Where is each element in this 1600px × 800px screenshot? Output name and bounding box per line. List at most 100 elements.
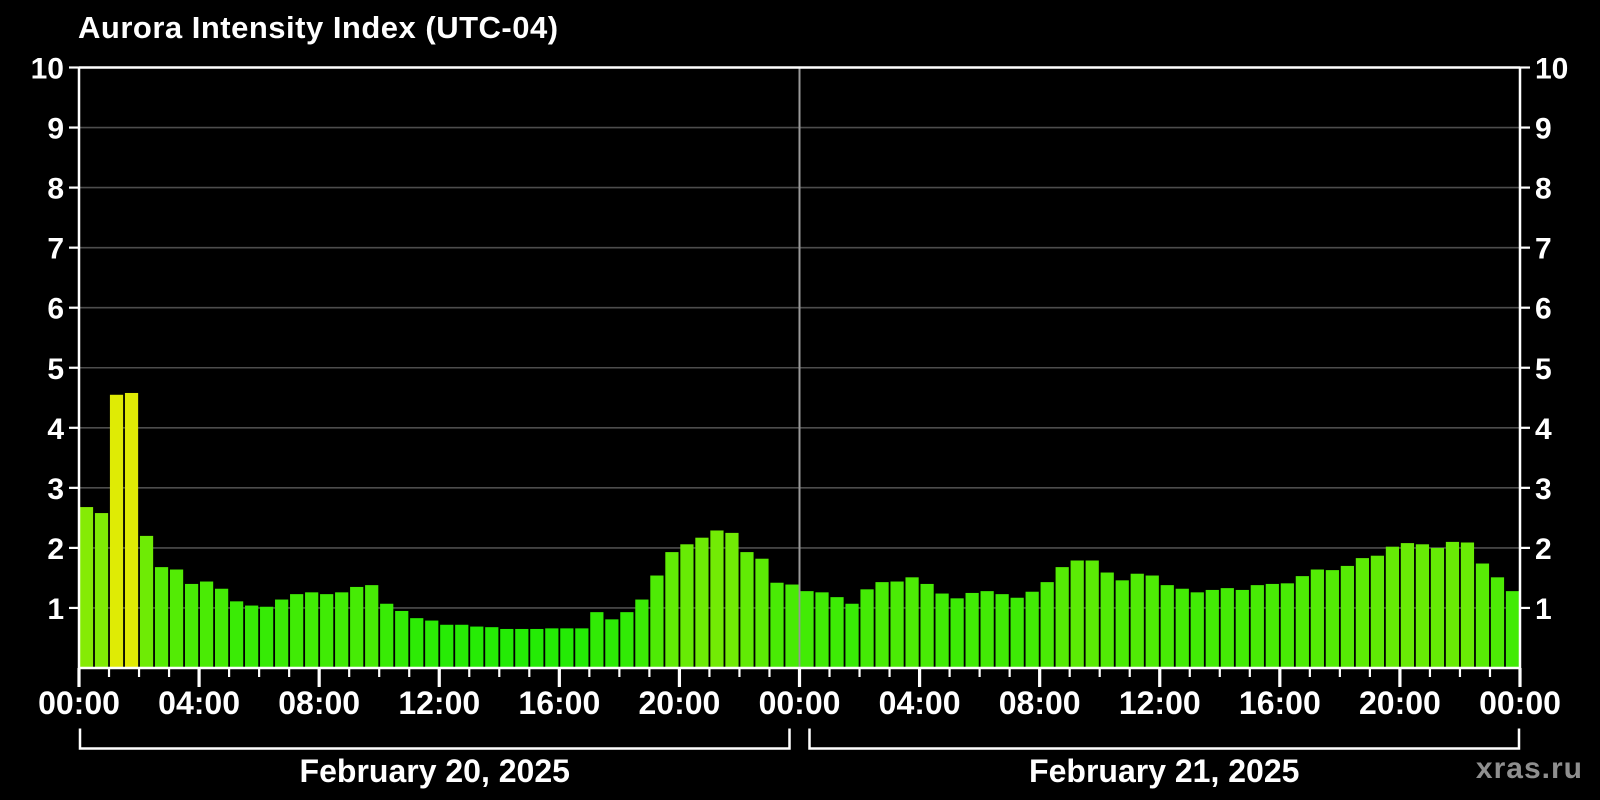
bar [965, 592, 979, 668]
y-axis-label-left: 4 [47, 413, 64, 446]
y-axis-label-right: 7 [1535, 233, 1552, 266]
bar [1340, 565, 1354, 668]
bar [1040, 582, 1054, 668]
bar [500, 628, 514, 668]
bar [875, 582, 889, 668]
bar [695, 537, 709, 668]
bar [680, 544, 694, 668]
date-label: February 20, 2025 [300, 753, 570, 789]
bar [94, 513, 109, 668]
x-axis-label: 00:00 [38, 685, 120, 721]
bar [1190, 592, 1204, 668]
y-axis-label-right: 8 [1535, 173, 1552, 206]
bar [770, 582, 784, 668]
bar [1400, 543, 1415, 668]
bar [890, 581, 904, 668]
bar [154, 567, 169, 668]
date-bracket [78, 728, 791, 750]
x-axis-label: 16:00 [1239, 685, 1321, 721]
bar [830, 597, 844, 668]
bar [1475, 563, 1490, 668]
bar [109, 394, 124, 668]
y-axis-label-left: 10 [31, 53, 64, 86]
bar [1220, 588, 1234, 668]
x-axis-label: 08:00 [278, 685, 360, 721]
bar [335, 592, 349, 668]
bar [440, 624, 454, 668]
bar [485, 627, 499, 668]
bar [1160, 585, 1174, 668]
y-axis-label-left: 8 [47, 173, 64, 206]
bar [815, 592, 829, 668]
bar [1490, 577, 1505, 668]
x-axis-label: 12:00 [1119, 685, 1201, 721]
x-axis-label: 12:00 [398, 685, 480, 721]
y-axis-label-right: 4 [1535, 413, 1552, 446]
bar [800, 591, 814, 668]
y-axis-label-right: 5 [1535, 353, 1552, 386]
bar [1250, 585, 1264, 668]
bar [590, 612, 604, 668]
bar [905, 577, 919, 668]
bar [455, 624, 469, 668]
bar [1070, 560, 1084, 668]
bar [1295, 576, 1309, 668]
bar [755, 558, 769, 668]
y-axis-label-right: 9 [1535, 113, 1552, 146]
bar [620, 612, 634, 668]
bar [575, 628, 589, 668]
bar [350, 586, 364, 668]
bar [950, 598, 964, 668]
bar [470, 626, 484, 668]
bar [1265, 583, 1279, 668]
y-axis-label-left: 9 [47, 113, 64, 146]
bar [635, 599, 649, 668]
bar [980, 591, 994, 668]
bar [1460, 542, 1475, 668]
bar [560, 628, 574, 668]
bar [1055, 567, 1069, 668]
bar [1505, 591, 1520, 668]
bar [1085, 560, 1099, 668]
bar [139, 535, 154, 668]
bar [1025, 591, 1039, 668]
bar [1385, 546, 1400, 668]
bar [1010, 597, 1024, 668]
bar [665, 552, 679, 668]
x-axis-label: 04:00 [158, 685, 240, 721]
bar [1370, 555, 1385, 668]
bar [1280, 583, 1294, 668]
bar [365, 585, 379, 668]
date-bracket [808, 728, 1521, 750]
bar [1415, 544, 1430, 668]
bar [1175, 588, 1189, 668]
y-axis-label-left: 7 [47, 233, 64, 266]
bar [1310, 569, 1324, 668]
bar [740, 552, 754, 668]
bar [290, 594, 304, 668]
bar [169, 569, 184, 668]
x-axis-label: 20:00 [1359, 685, 1441, 721]
bar [860, 589, 874, 668]
bar [305, 592, 319, 668]
bar [920, 583, 934, 668]
y-axis-label-right: 1 [1535, 593, 1552, 626]
bar [515, 628, 529, 668]
x-axis-label: 16:00 [518, 685, 600, 721]
bar [245, 605, 259, 668]
y-axis-label-left: 5 [47, 353, 64, 386]
bar [650, 575, 664, 668]
x-axis-label: 08:00 [999, 685, 1081, 721]
bar [1235, 589, 1249, 668]
bar [230, 601, 244, 668]
bar [995, 594, 1009, 668]
y-axis-label-right: 2 [1535, 533, 1552, 566]
bar [1445, 541, 1460, 668]
y-axis-label-left: 6 [47, 293, 64, 326]
bar [184, 583, 199, 668]
bar [1355, 558, 1369, 668]
bar [199, 581, 214, 668]
bar [710, 530, 724, 668]
